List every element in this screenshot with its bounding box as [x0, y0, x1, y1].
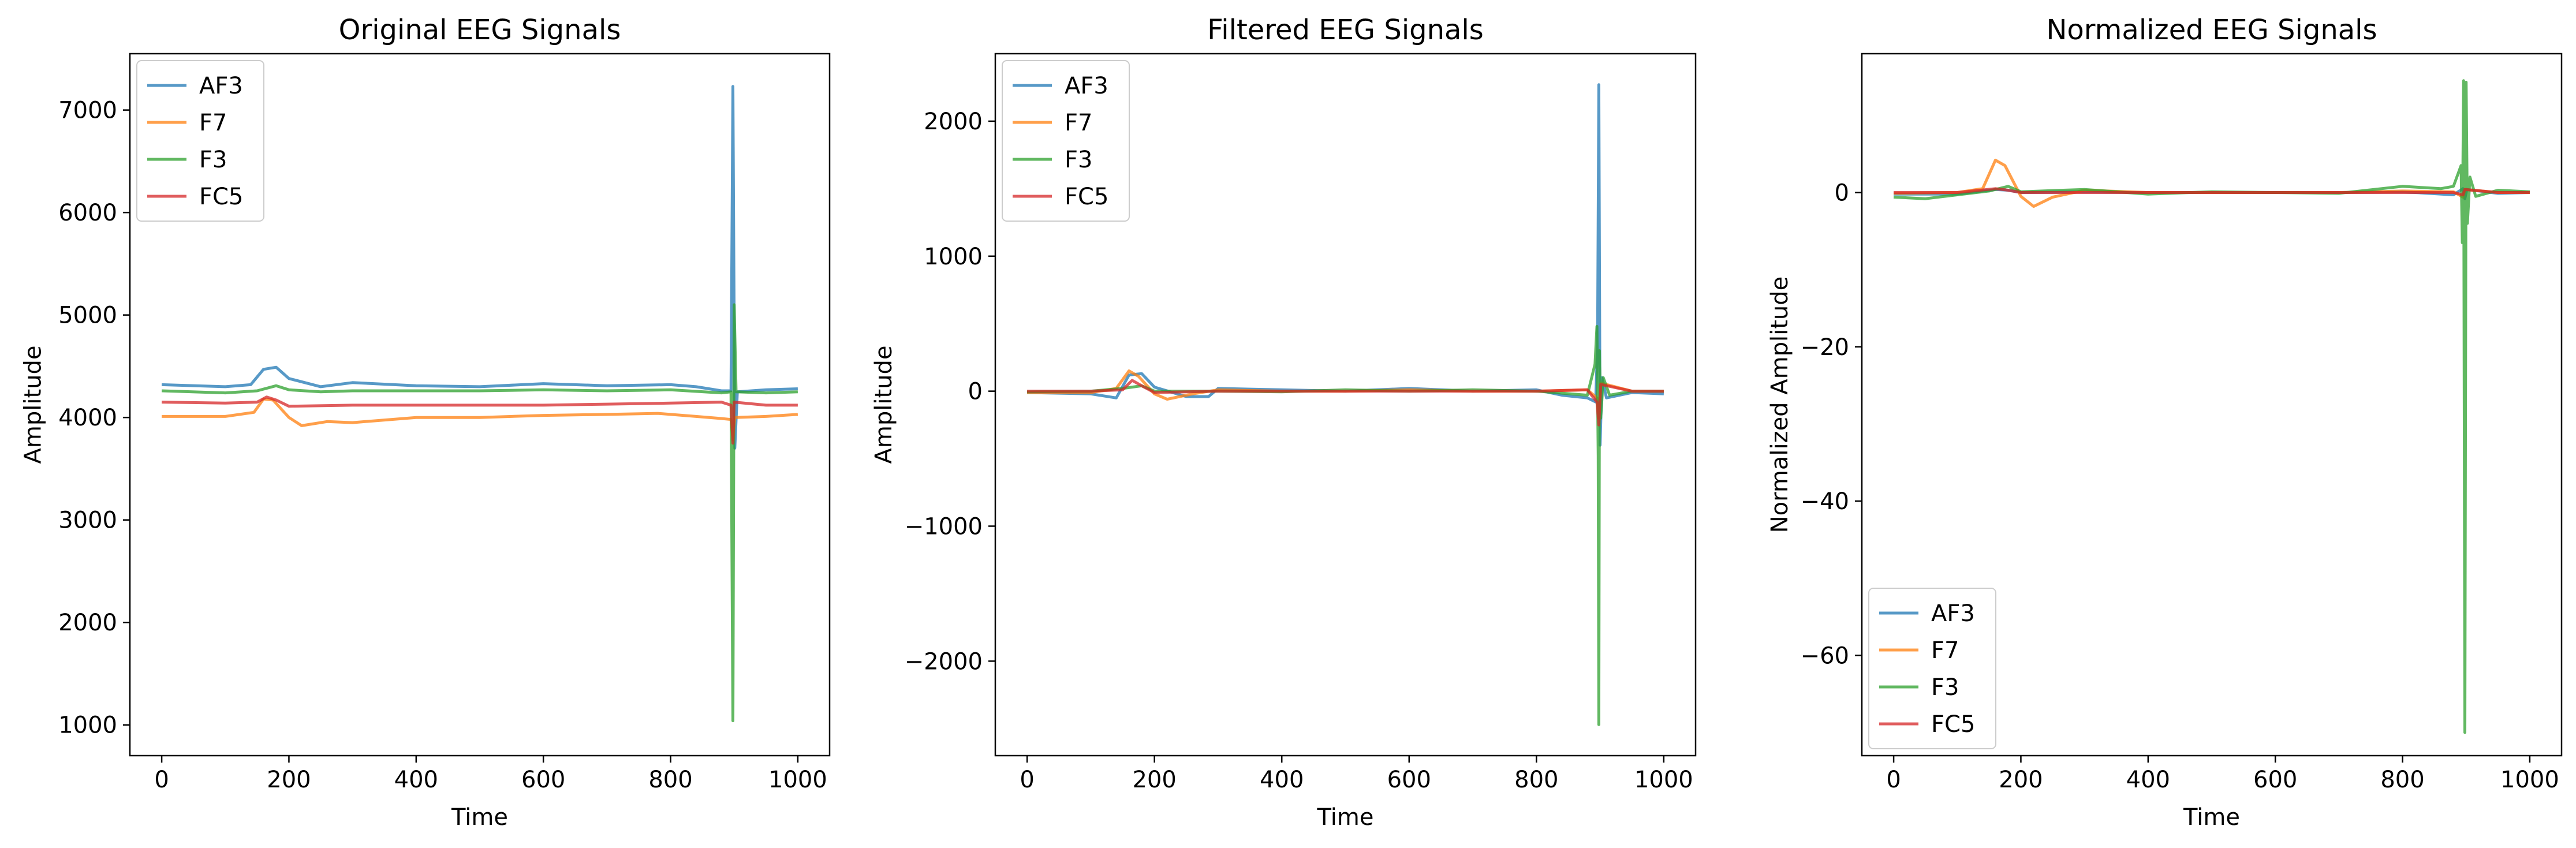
x-tick-label: 1000: [768, 767, 827, 793]
series-line-fc5: [1027, 379, 1664, 427]
legend-label: FC5: [1931, 711, 1975, 738]
x-tick-label: 400: [1260, 767, 1304, 793]
legend-label: F3: [1931, 674, 1959, 701]
y-axis-label: Amplitude: [20, 346, 47, 464]
x-tick-label: 0: [154, 767, 169, 793]
legend-label: AF3: [1931, 600, 1975, 627]
x-tick-label: 1000: [2500, 767, 2559, 793]
chart-title: Normalized EEG Signals: [2046, 14, 2377, 46]
x-tick-label: 1000: [1634, 767, 1693, 793]
legend-box: [1002, 60, 1130, 222]
x-axis-label: Time: [2183, 804, 2240, 831]
legend-label: AF3: [1065, 73, 1108, 99]
x-tick-label: 200: [1999, 767, 2043, 793]
chart-title: Original EEG Signals: [339, 14, 621, 46]
x-tick-label: 200: [267, 767, 311, 793]
y-tick-label: 4000: [58, 405, 117, 431]
x-tick-label: 400: [394, 767, 438, 793]
legend-label: FC5: [1065, 184, 1108, 210]
legend-label: F3: [1065, 147, 1092, 173]
x-tick-label: 600: [1387, 767, 1431, 793]
legend-label: AF3: [199, 73, 243, 99]
panel-filtered: Filtered EEG Signals Time Amplitude 0 200…: [871, 14, 1697, 831]
y-tick-label: −2000: [905, 648, 983, 675]
y-axis-label: Normalized Amplitude: [1767, 277, 1793, 533]
series-line-f3: [162, 303, 798, 723]
legend: AF3 F7 F3 FC5: [1002, 60, 1130, 222]
y-tick-label: 1000: [58, 712, 117, 739]
y-tick-label: 7000: [58, 98, 117, 124]
panel-normalized: Normalized EEG Signals Time Normalized A…: [1767, 14, 2563, 831]
series-line-fc5: [162, 395, 798, 445]
y-tick-label: 6000: [58, 200, 117, 226]
x-tick-label: 800: [1514, 767, 1558, 793]
chart-title: Filtered EEG Signals: [1207, 14, 1484, 46]
legend-label: F7: [1065, 110, 1092, 136]
legend-label: F7: [1931, 637, 1959, 664]
legend: AF3 F7 F3 FC5: [1868, 588, 1996, 749]
panel-original: Original EEG Signals Time Amplitude 0 200…: [20, 14, 831, 831]
y-tick-label: −1000: [905, 513, 983, 540]
y-tick-label: 0: [968, 379, 983, 405]
legend-box: [136, 60, 264, 222]
x-tick-label: 200: [1133, 767, 1177, 793]
legend-label: FC5: [199, 184, 243, 210]
y-tick-label: 2000: [58, 610, 117, 636]
x-tick-label: 400: [2126, 767, 2170, 793]
y-tick-label: 5000: [58, 302, 117, 329]
legend-label: F3: [199, 147, 227, 173]
y-tick-label: −40: [1801, 488, 1849, 515]
x-tick-label: 0: [1886, 767, 1901, 793]
y-tick-label: −20: [1801, 334, 1849, 361]
plot-frame: [1861, 53, 2563, 757]
x-axis-label: Time: [451, 804, 508, 831]
y-tick-label: 0: [1835, 180, 1849, 207]
legend-label: F7: [199, 110, 227, 136]
x-axis-label: Time: [1317, 804, 1374, 831]
y-axis-label: Amplitude: [871, 346, 897, 464]
series-line-f3: [1893, 79, 2530, 734]
y-tick-label: −60: [1801, 642, 1849, 669]
series-line-fc5: [1894, 187, 2530, 196]
x-tick-label: 800: [648, 767, 692, 793]
x-tick-label: 600: [2253, 767, 2297, 793]
plot-frame: [994, 53, 1697, 757]
x-tick-label: 800: [2380, 767, 2424, 793]
x-tick-label: 0: [1020, 767, 1034, 793]
legend-box: [1868, 588, 1996, 749]
x-tick-label: 600: [521, 767, 565, 793]
legend: AF3 F7 F3 FC5: [136, 60, 264, 222]
plot-frame: [129, 53, 831, 757]
y-tick-label: 3000: [58, 507, 117, 534]
y-tick-label: 1000: [924, 244, 983, 270]
y-tick-label: 2000: [924, 109, 983, 135]
